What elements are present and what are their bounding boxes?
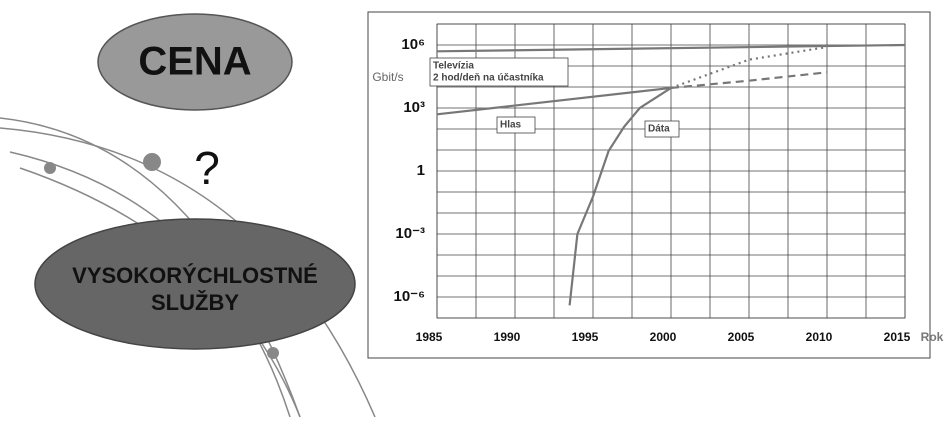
x-tick-label: 1990 <box>494 330 521 344</box>
dot <box>267 347 279 359</box>
y-tick-label: 10³ <box>403 99 425 116</box>
y-tick-label: 1 <box>417 162 425 179</box>
y-tick-label: 10⁶ <box>401 36 425 53</box>
y-tick-label: 10⁻³ <box>395 225 425 242</box>
dot <box>143 153 161 171</box>
series-label: Hlas <box>500 120 522 131</box>
bottom-label: VYSOKORÝCHLOSTNÉ <box>72 263 318 288</box>
question: ? <box>194 142 220 194</box>
bottom-label: SLUŽBY <box>151 290 239 315</box>
series-label: Televízia <box>433 61 474 72</box>
x-tick-label: 2010 <box>806 330 833 344</box>
x-tick-label: 2015 <box>884 330 911 344</box>
series-label: Dáta <box>648 124 670 135</box>
slide: CENA ? VYSOKORÝCHLOSTNÉ SLUŽBY Gbit/s Ro… <box>0 0 950 417</box>
x-tick-label: 2000 <box>650 330 677 344</box>
series-label: 2 hod/deň na účastníka <box>433 73 544 84</box>
x-axis-label: Rok <box>921 330 944 344</box>
x-tick-label: 2005 <box>728 330 755 344</box>
x-tick-label: 1995 <box>572 330 599 344</box>
y-tick-label: 10⁻⁶ <box>393 288 425 305</box>
top-label: CENA <box>138 40 251 84</box>
y-axis-label: Gbit/s <box>372 70 403 84</box>
dot <box>44 162 56 174</box>
x-tick-label: 1985 <box>416 330 443 344</box>
